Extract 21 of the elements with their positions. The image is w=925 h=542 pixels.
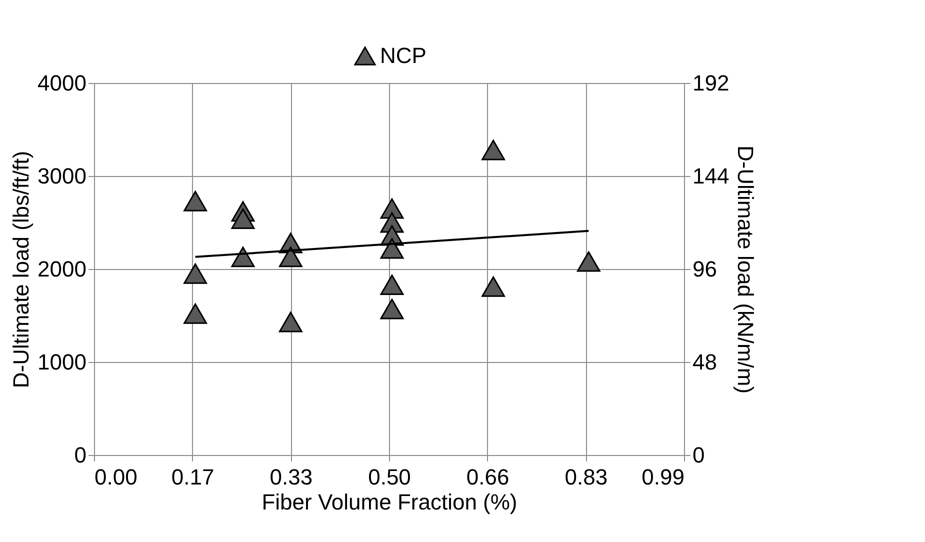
- y2-axis-title: D-Ultimate load (kN/m/m): [733, 145, 758, 394]
- y-tick-label: 1000: [38, 350, 86, 374]
- y2-tick-label: 144: [692, 164, 730, 188]
- x-tick-label: 0.66: [466, 464, 510, 490]
- y-tick-label: 2000: [38, 256, 86, 282]
- x-tick-label: 0.50: [368, 464, 411, 490]
- y2-tick-label: 48: [692, 350, 717, 374]
- x-tick-label: 0.17: [171, 464, 214, 490]
- y-axis-title: D-Ultimate load (lbs/ft/ft): [8, 150, 34, 388]
- x-tick-label: 0.00: [94, 464, 138, 490]
- x-tick-label: 0.83: [564, 464, 608, 490]
- y-tick-label: 4000: [38, 70, 86, 96]
- legend-label: NCP: [380, 43, 426, 68]
- x-tick-label: 0.99: [642, 464, 684, 490]
- y2-tick-label: 96: [692, 256, 717, 282]
- y2-tick-label: 0: [692, 442, 705, 468]
- y-tick-label: 0: [74, 442, 86, 468]
- y2-tick-label: 192: [692, 70, 730, 96]
- x-tick-label: 0.33: [270, 464, 313, 490]
- y-tick-label: 3000: [38, 164, 86, 188]
- x-axis-title: Fiber Volume Fraction (%): [262, 490, 518, 514]
